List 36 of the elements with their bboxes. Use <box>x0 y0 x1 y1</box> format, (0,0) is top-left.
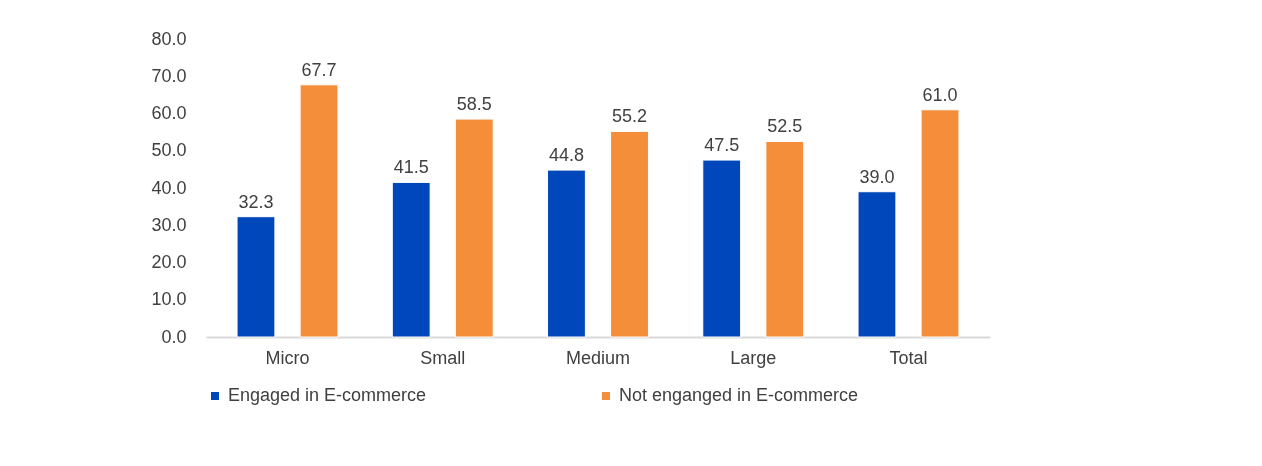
data-label: 58.5 <box>456 94 492 115</box>
x-tick-label: Small <box>420 347 466 368</box>
data-label: 67.7 <box>301 59 337 80</box>
bar <box>765 140 805 338</box>
y-tick-label: 80.0 <box>151 28 187 49</box>
y-tick-label: 20.0 <box>151 252 187 272</box>
bar <box>610 130 649 338</box>
bar <box>391 181 431 338</box>
y-tick-label: 70.0 <box>151 65 187 86</box>
legend-label: Not enganged in E-commerce <box>619 385 859 405</box>
data-label: 41.5 <box>393 157 429 178</box>
y-tick-label: 60.0 <box>151 103 187 123</box>
data-label: 52.5 <box>767 116 803 137</box>
bar <box>547 169 586 338</box>
y-tick-label: 50.0 <box>151 140 187 161</box>
data-label: 55.2 <box>612 106 648 127</box>
data-label: 61.0 <box>922 84 958 105</box>
y-tick-label: 40.0 <box>151 177 187 198</box>
y-tick-label: 0.0 <box>161 326 187 347</box>
data-label: 44.8 <box>548 145 584 166</box>
bar <box>857 191 897 338</box>
y-tick-label: 10.0 <box>151 289 187 310</box>
x-tick-label: Large <box>730 347 777 368</box>
x-tick-label: Total <box>889 347 928 368</box>
y-tick-label: 30.0 <box>151 214 187 235</box>
bar <box>299 84 339 338</box>
legend-label: Engaged in E-commerce <box>228 385 427 405</box>
bar <box>702 159 742 338</box>
x-tick-label: Medium <box>565 347 631 368</box>
data-label: 39.0 <box>859 166 895 187</box>
x-tick-label: Micro <box>265 347 310 368</box>
bar <box>236 216 276 338</box>
bar <box>454 118 494 338</box>
data-label: 47.5 <box>704 135 740 156</box>
bar <box>920 109 960 338</box>
data-label: 32.3 <box>238 191 274 212</box>
